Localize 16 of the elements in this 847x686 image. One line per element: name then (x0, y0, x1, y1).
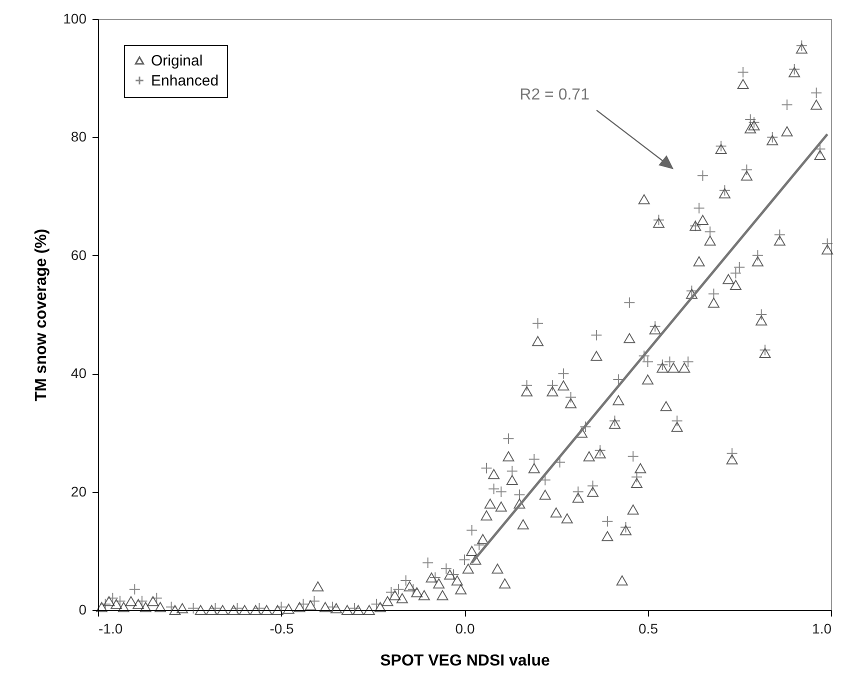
x-tick-label: 0.5 (638, 620, 658, 636)
legend-label: Original (151, 52, 203, 70)
legend-label: Enhanced (151, 72, 219, 90)
y-tick-label: 40 (70, 365, 87, 382)
x-tick-label: 0.0 (455, 620, 475, 636)
y-tick-label: 20 (70, 483, 87, 500)
x-tick-label: -0.5 (270, 620, 294, 636)
y-tick-label: 60 (70, 246, 87, 263)
annotation: R2 = 0.71 (520, 86, 590, 104)
y-axis-title: TM snow coverage (%) (33, 228, 50, 402)
y-tick-label: 80 (70, 128, 87, 145)
x-tick-label: 1.0 (812, 620, 832, 636)
x-tick-label: -1.0 (98, 620, 123, 636)
y-tick-label: 100 (63, 10, 87, 26)
x-axis-title: SPOT VEG NDSI value (380, 652, 550, 670)
y-tick-label: 0 (78, 602, 87, 618)
